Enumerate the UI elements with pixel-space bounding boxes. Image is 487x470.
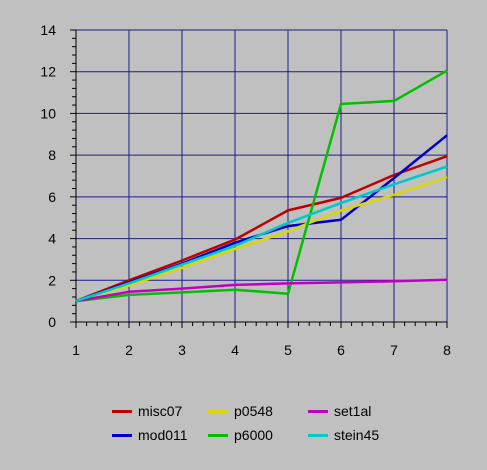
legend-swatch: [308, 433, 328, 437]
x-tick-label: 6: [337, 342, 345, 358]
legend-item-mod011: mod011: [112, 426, 188, 444]
legend-label: mod011: [138, 427, 188, 443]
legend-label: misc07: [138, 403, 183, 419]
x-tick-label: 7: [390, 342, 398, 358]
legend-swatch: [308, 409, 328, 413]
legend: misc07 p0548 set1al mod011 p6000 stein45: [112, 402, 412, 446]
y-tick-label: 10: [40, 105, 56, 121]
y-tick-label: 0: [48, 314, 56, 330]
legend-swatch: [208, 433, 228, 437]
series-line-misc07: [75, 155, 448, 303]
x-tick-label: 5: [284, 342, 292, 358]
grid: [75, 29, 448, 323]
legend-item-set1al: set1al: [308, 402, 371, 420]
x-tick-label: 8: [443, 342, 451, 358]
series-line-p0548: [75, 175, 448, 303]
legend-item-p0548: p0548: [208, 402, 273, 420]
y-tick-label: 8: [48, 147, 56, 163]
legend-label: p6000: [234, 427, 273, 443]
y-tick-label: 2: [48, 272, 56, 288]
legend-item-misc07: misc07: [112, 402, 182, 420]
series-line-mod011: [75, 134, 448, 303]
x-tick-label: 2: [125, 342, 133, 358]
legend-swatch: [112, 409, 132, 413]
x-tick-label: 1: [72, 342, 80, 358]
y-tick-label: 12: [40, 64, 56, 80]
legend-label: p0548: [234, 403, 273, 419]
x-tick-label: 4: [231, 342, 239, 358]
y-tick-label: 6: [48, 189, 56, 205]
legend-item-stein45: stein45: [308, 426, 379, 444]
legend-item-p6000: p6000: [208, 426, 273, 444]
axes: [70, 29, 448, 328]
legend-swatch: [208, 409, 228, 413]
y-tick-label: 4: [48, 231, 56, 247]
legend-label: stein45: [334, 427, 380, 443]
series-lines: [75, 69, 448, 303]
y-tick-label: 14: [40, 22, 56, 38]
legend-label: set1al: [334, 403, 372, 419]
x-tick-label: 3: [178, 342, 186, 358]
series-line-set1al: [75, 278, 448, 303]
legend-swatch: [112, 433, 132, 437]
series-line-stein45: [75, 165, 448, 303]
series-line-p6000: [75, 69, 448, 303]
